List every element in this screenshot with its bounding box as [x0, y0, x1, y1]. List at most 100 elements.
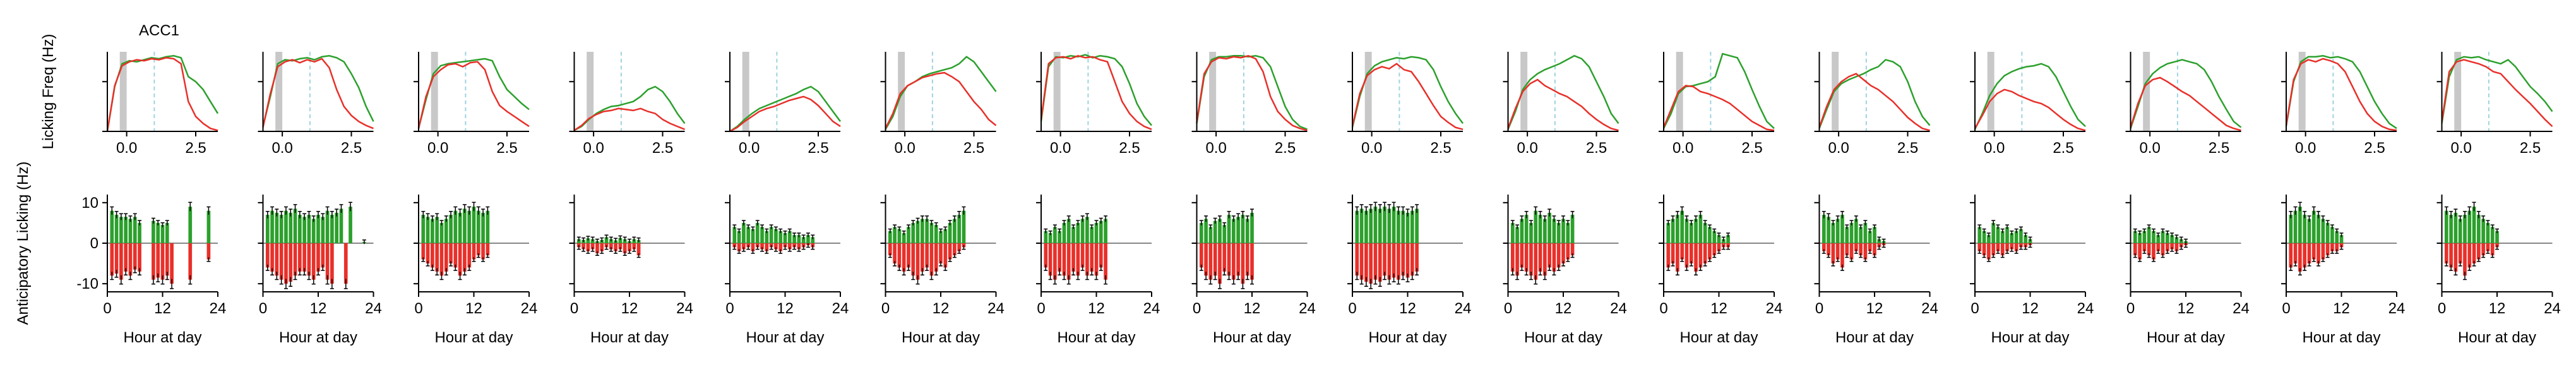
cue-window: [587, 52, 594, 131]
red-bar: [421, 243, 426, 260]
x-tick-label: 0.0: [271, 140, 292, 157]
green-bar: [335, 212, 339, 243]
red-bar: [902, 243, 906, 272]
red-bar: [1071, 243, 1075, 272]
red-bar: [943, 243, 948, 268]
green-bar: [2472, 207, 2476, 243]
red-bar: [284, 243, 288, 284]
red-bar: [1241, 243, 1245, 284]
x-tick-label: 0: [570, 300, 578, 317]
green-bar: [1515, 227, 1519, 243]
red-bar: [2289, 243, 2293, 268]
x-tick-label: 2.5: [1430, 140, 1451, 157]
red-bar: [581, 243, 585, 250]
x-tick-label: 2.5: [1741, 140, 1762, 157]
red-series-line: [1040, 54, 1152, 130]
green-bar: [279, 215, 283, 243]
x-tick-label: 2.5: [652, 140, 673, 157]
green-bar: [1524, 215, 1529, 243]
green-bar: [2028, 239, 2032, 243]
green-bar: [1873, 227, 1876, 243]
green-bar: [2293, 210, 2298, 243]
red-bar: [636, 243, 641, 256]
red-bar: [1369, 243, 1373, 284]
x-axis-label: Hour at day: [1991, 329, 2069, 346]
red-bar: [614, 243, 617, 251]
x-tick-label: 0.0: [1673, 140, 1693, 157]
red-bar: [330, 243, 334, 284]
x-axis-label: Hour at day: [902, 329, 980, 346]
green-bar: [316, 215, 320, 243]
red-bar: [1250, 243, 1254, 280]
red-bar: [2170, 243, 2174, 250]
x-tick-label: 24: [2388, 300, 2406, 317]
top-panel-6: 0.0 2.5: [880, 52, 997, 157]
red-bar: [2476, 243, 2481, 260]
green-bar: [311, 219, 316, 243]
green-bar: [1982, 231, 1986, 243]
green-bar: [2000, 231, 2005, 243]
green-bar: [467, 210, 472, 243]
bottom-panel-16: 0 12 24 Hour at day: [2436, 195, 2561, 346]
green-bar: [939, 231, 943, 243]
figure-title: ACC1: [139, 22, 179, 39]
green-bar: [783, 232, 787, 243]
x-tick-label: 0: [2438, 300, 2446, 317]
red-bar: [2467, 243, 2472, 268]
red-bar: [265, 243, 270, 268]
red-bar: [343, 243, 348, 284]
red-bar: [1373, 243, 1378, 280]
red-bar: [2152, 243, 2156, 260]
green-bar: [943, 229, 948, 243]
red-bar: [1570, 243, 1575, 256]
green-bar: [957, 215, 962, 243]
green-bar: [1849, 222, 1854, 243]
red-bar: [1515, 243, 1519, 276]
green-bar: [2010, 232, 2014, 243]
x-tick-label: 12: [1399, 300, 1416, 317]
green-series-line: [417, 57, 530, 129]
green-bar: [307, 215, 311, 243]
red-bar: [1227, 243, 1231, 276]
red-bar: [2325, 243, 2330, 256]
x-tick-label: 0.0: [2295, 140, 2316, 157]
red-bar: [1231, 243, 1236, 280]
green-bar: [1556, 222, 1561, 243]
bottom-panel-14: 0 12 24 Hour at day: [2125, 195, 2250, 346]
green-bar: [787, 231, 792, 243]
green-bar: [2147, 227, 2151, 243]
red-bar: [737, 243, 741, 251]
red-bar: [2490, 243, 2495, 256]
green-bar: [1094, 222, 1099, 243]
red-bar: [2298, 243, 2302, 272]
red-bar: [1199, 243, 1203, 268]
red-bar: [1397, 243, 1400, 280]
green-bar: [2339, 235, 2344, 243]
red-bar: [939, 243, 943, 264]
green-bar: [797, 235, 801, 243]
red-bar: [783, 243, 787, 248]
bottom-panel-12: 0 12 24 Hour at day: [1814, 195, 1938, 346]
red-bar: [2472, 243, 2476, 264]
x-tick-label: 24: [521, 300, 538, 317]
red-bar: [2311, 243, 2316, 260]
y-tick-label: -10: [76, 275, 98, 292]
red-bar: [893, 243, 897, 264]
green-bar: [1355, 210, 1359, 243]
x-tick-label: 0: [1659, 300, 1667, 317]
red-bar: [138, 243, 141, 272]
red-bar: [1359, 243, 1364, 280]
red-bar: [2486, 243, 2490, 251]
green-bar: [2490, 227, 2495, 243]
green-bar: [265, 215, 270, 243]
red-bar: [1849, 243, 1854, 260]
bottom-panel-13: 0 12 24 Hour at day: [1970, 195, 2094, 346]
green-bar: [1401, 210, 1405, 243]
red-bar: [760, 243, 764, 250]
green-bar: [439, 222, 444, 243]
green-bar: [1383, 207, 1386, 243]
green-bar: [1685, 219, 1689, 243]
red-bar: [316, 243, 320, 272]
x-tick-label: 12: [154, 300, 171, 317]
green-bar: [128, 219, 133, 243]
